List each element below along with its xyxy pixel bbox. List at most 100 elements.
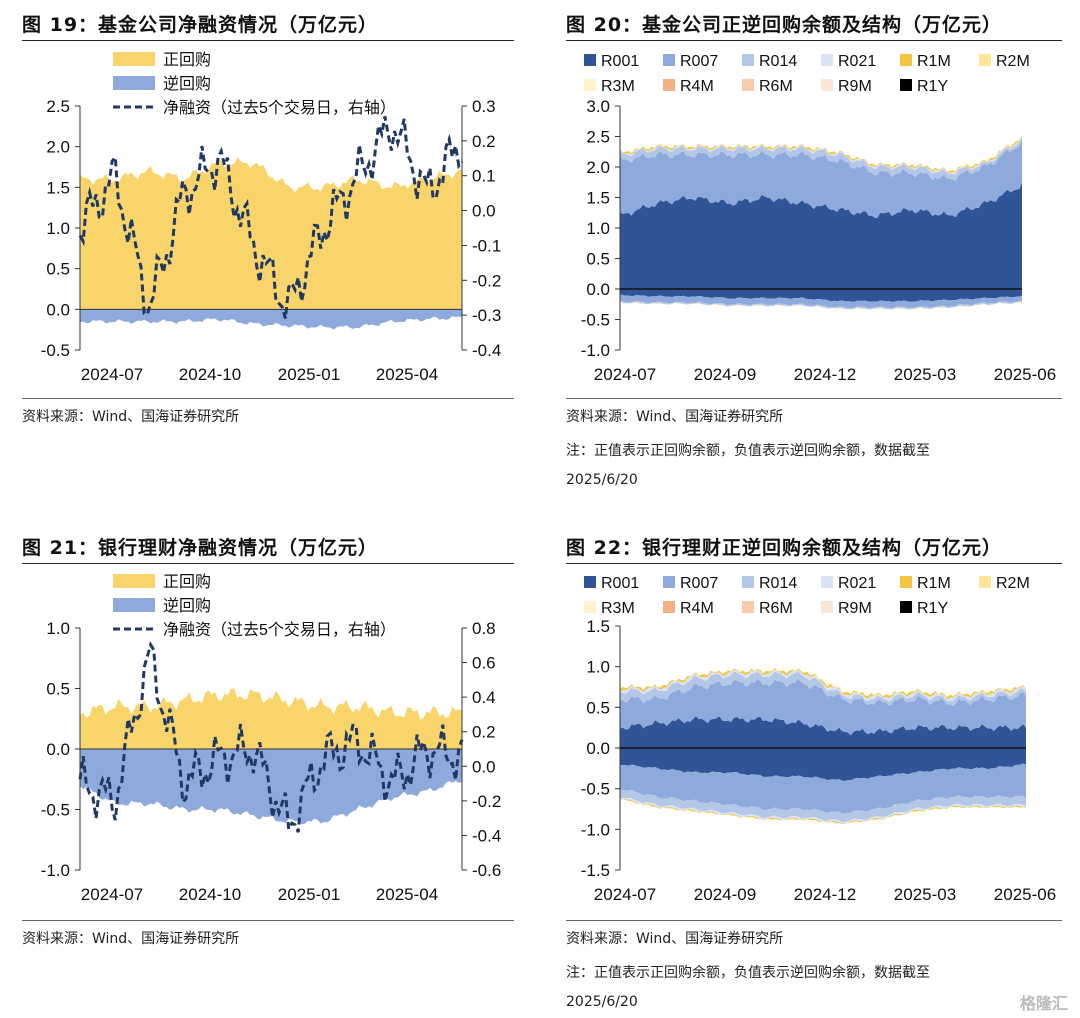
area-r007-positive [620, 678, 1026, 736]
legend-label-r021: R021 [838, 53, 876, 70]
legend-label-r6m: R6M [759, 600, 793, 617]
fig20-source: 资料来源：Wind、国海证券研究所 [566, 409, 784, 425]
legend-label-r1y: R1Y [917, 78, 948, 95]
legend-label-r3m: R3M [601, 78, 635, 95]
legend-swatch-r9m [821, 601, 833, 613]
legend-swatch-r6m [742, 601, 754, 613]
fig19-title-rule [22, 40, 514, 41]
x-tick-label: 2025-03 [894, 365, 956, 384]
legend-swatch-r1y [900, 601, 912, 613]
legend-label-negative: 逆回购 [163, 75, 211, 93]
fig21-title: 图 21：银行理财净融资情况（万亿元） [22, 537, 379, 559]
y-left-tick-label: 0.5 [46, 680, 70, 699]
x-tick-label: 2024-07 [81, 885, 143, 904]
fig22-title-rule [566, 563, 1062, 564]
y-tick-label: -0.5 [581, 311, 610, 330]
area-r001-negative [620, 289, 1022, 302]
fig22-note-date: 2025/6/20 [566, 994, 638, 1010]
legend-label-r9m: R9M [838, 78, 872, 95]
net-financing-line [78, 116, 464, 319]
x-tick-label: 2024-07 [594, 365, 656, 384]
y-right-tick-label: 0.2 [472, 132, 496, 151]
legend-swatch-r1y [900, 79, 912, 91]
y-right-tick-label: 0.4 [472, 688, 496, 707]
legend-label-r1m: R1M [917, 53, 951, 70]
y-right-tick-label: -0.2 [472, 271, 501, 290]
y-tick-label: 1.0 [586, 658, 610, 677]
legend-label-r1y: R1Y [917, 600, 948, 617]
legend-swatch-r6m [742, 79, 754, 91]
fig21-chart: 1.0 0.5 0.0 -0.5 -1.0 0.8 0.6 0.4 0.2 0.0 -0.2 -0.4… [41, 573, 502, 904]
legend-label-negative: 逆回购 [163, 597, 211, 615]
y-tick-label: 0.5 [586, 250, 610, 269]
legend-label-r007: R007 [680, 53, 718, 70]
fig21-bottom-rule [22, 920, 514, 921]
legend-swatch-r014 [742, 576, 754, 588]
y-tick-label: 1.5 [586, 189, 610, 208]
legend-label-net: 净融资（过去5个交易日，右轴） [163, 621, 396, 639]
fig19-source: 资料来源：Wind、国海证券研究所 [22, 409, 240, 425]
fig21-title-rule [22, 563, 514, 564]
fig19-chart: 2.5 2.0 1.5 1.0 0.5 0.0 -0.5 0.3 0.2 0.1 0.0 -0.1 -0… [41, 51, 502, 384]
y-tick-label: -1.0 [581, 820, 610, 839]
legend-swatch-positive [113, 574, 155, 588]
legend-swatch-negative [113, 598, 155, 612]
fig19-title: 图 19：基金公司净融资情况（万亿元） [22, 14, 379, 36]
fig19-bottom-rule [22, 398, 514, 399]
area-r014-negative [620, 300, 1022, 310]
fig20-bottom-rule [566, 398, 1062, 399]
legend-swatch-r9m [821, 79, 833, 91]
area-r014-positive [620, 136, 1022, 181]
y-right-tick-label: -0.6 [472, 861, 501, 880]
x-tick-label: 2024-07 [594, 885, 656, 904]
y-left-tick-label: 1.0 [46, 619, 70, 638]
legend-swatch-r2m [979, 576, 991, 588]
y-tick-label: 0.0 [586, 739, 610, 758]
y-tick-label: 3.0 [586, 97, 610, 116]
legend-label-r6m: R6M [759, 78, 793, 95]
x-tick-label: 2024-07 [81, 365, 143, 384]
x-tick-label: 2025-01 [278, 365, 340, 384]
legend-swatch-r4m [663, 79, 675, 91]
x-tick-label: 2025-03 [894, 885, 956, 904]
area-r007-positive [620, 139, 1022, 218]
y-left-tick-label: 0.0 [46, 740, 70, 759]
fig20-note-date: 2025/6/20 [566, 472, 638, 488]
area-r021-positive [620, 669, 1026, 702]
area-r001-positive [620, 183, 1022, 289]
area-r001-negative [620, 748, 1026, 781]
y-tick-label: -0.5 [581, 780, 610, 799]
area-r014-positive [620, 671, 1026, 707]
legend-label-r4m: R4M [680, 600, 714, 617]
fig20-chart: 3.0 2.5 2.0 1.5 1.0 0.5 0.0 -0.5 -1.0 2024-07 2024… [581, 53, 1056, 384]
area-r007-negative [620, 294, 1022, 309]
legend-swatch-negative [113, 76, 155, 90]
y-tick-label: 0.5 [586, 698, 610, 717]
y-left-tick-label: 0.5 [46, 260, 70, 279]
x-tick-label: 2024-09 [694, 365, 756, 384]
x-tick-label: 2024-12 [794, 885, 856, 904]
y-tick-label: 1.0 [586, 219, 610, 238]
legend-label-r3m: R3M [601, 600, 635, 617]
legend-swatch-r007 [663, 576, 675, 588]
y-right-tick-label: 0.6 [472, 654, 496, 673]
y-right-tick-label: -0.4 [472, 826, 501, 845]
x-tick-label: 2024-10 [179, 885, 241, 904]
y-left-tick-label: 0.0 [46, 300, 70, 319]
legend-label-r001: R001 [601, 53, 639, 70]
x-tick-label: 2024-09 [694, 885, 756, 904]
legend-swatch-r014 [742, 54, 754, 66]
watermark-logo: 格隆汇 [1019, 994, 1068, 1013]
y-left-tick-label: 1.0 [46, 219, 70, 238]
y-left-tick-label: 2.0 [46, 138, 70, 157]
repo-positive-area [80, 688, 462, 749]
y-tick-label: 0.0 [586, 280, 610, 299]
fig22-bottom-rule [566, 920, 1062, 921]
x-tick-label: 2025-04 [376, 885, 438, 904]
area-r001-positive [620, 716, 1026, 748]
y-right-tick-label: 0.3 [472, 97, 496, 116]
y-left-tick-label: 1.5 [46, 178, 70, 197]
repo-negative-area [80, 309, 462, 330]
y-left-tick-label: -1.0 [41, 861, 70, 880]
fig20-title-rule [566, 40, 1062, 41]
